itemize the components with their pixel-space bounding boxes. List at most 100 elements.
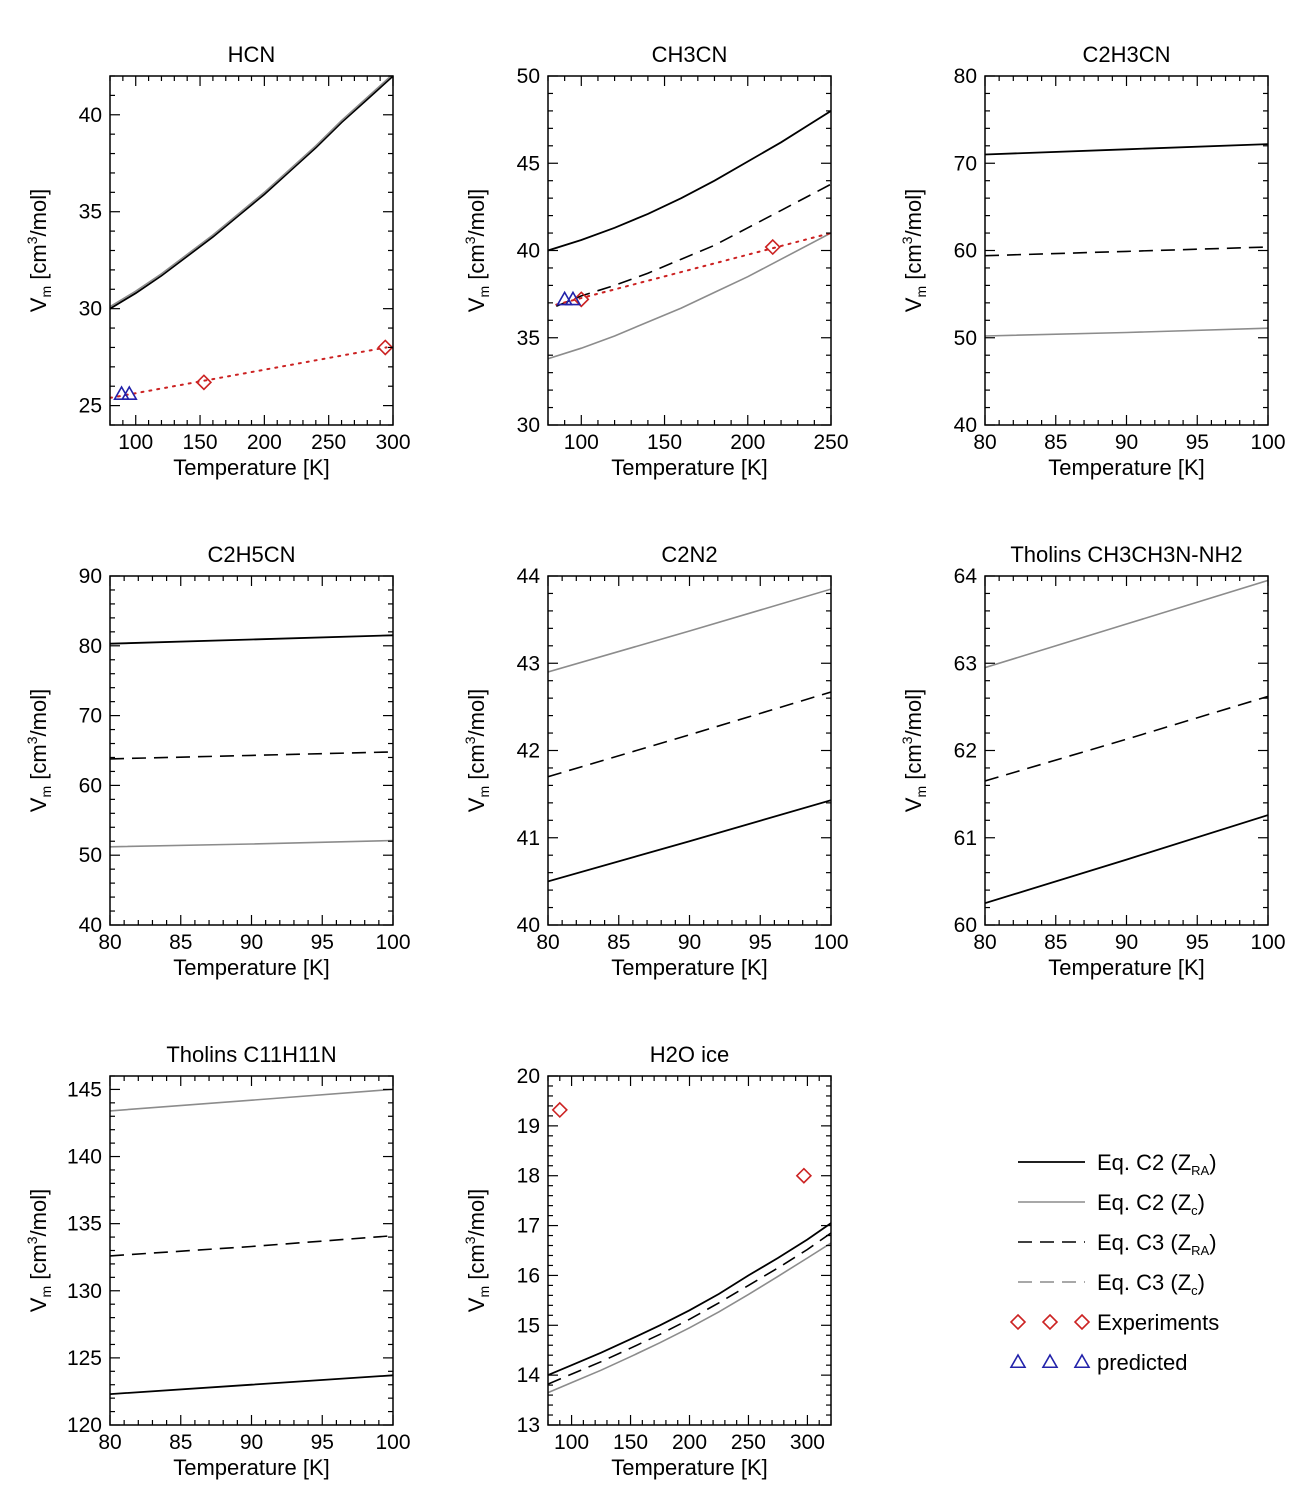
- panel-c2h3cn: C2H3CN 80 85 90 95 100 40 50 60 70 80 Temperature […: [899, 42, 1286, 480]
- x-tick-label: 90: [1115, 931, 1138, 954]
- plot-area: [110, 76, 393, 399]
- series-line-eq-c2-zra: [548, 1222, 831, 1376]
- x-axis-label: Temperature [K]: [611, 955, 768, 980]
- y-tick-label: 44: [517, 565, 541, 588]
- legend-diamond-marker: [1073, 1313, 1091, 1331]
- x-tick-label: 200: [672, 1431, 707, 1454]
- y-tick-label: 90: [79, 565, 102, 588]
- y-tick-label: 60: [954, 240, 977, 263]
- y-axis-label-part: /mol]: [26, 1189, 51, 1237]
- y-tick-label: 18: [517, 1165, 540, 1188]
- plot-frame: [984, 75, 1269, 426]
- y-axis-label-part: [cm: [26, 1244, 51, 1286]
- y-axis-label-part: [cm: [464, 244, 489, 286]
- x-tick-label: 100: [118, 431, 153, 454]
- legend-label: Eq. C3 (ZRA): [1097, 1230, 1217, 1258]
- y-axis-label-part: [cm: [901, 744, 926, 786]
- y-axis-label-part: m: [913, 286, 929, 298]
- y-tick-label: 40: [79, 914, 102, 937]
- legend-label: Eq. C2 (Zc): [1097, 1190, 1205, 1218]
- y-tick-label: 125: [67, 1347, 102, 1370]
- x-axis-label: Temperature [K]: [611, 455, 768, 480]
- legend-label: Eq. C3 (Zc): [1097, 1270, 1205, 1298]
- experiment-point: [795, 1167, 813, 1184]
- x-tick-label: 90: [240, 931, 263, 954]
- y-axis-label-part: [cm: [464, 1244, 489, 1286]
- chart-title: H2O ice: [650, 1042, 729, 1067]
- series-line-eq-c2-zra: [548, 799, 831, 883]
- x-tick-label: 95: [749, 931, 772, 954]
- y-tick-label: 40: [954, 414, 977, 437]
- y-tick-label: 120: [67, 1414, 102, 1437]
- y-tick-label: 60: [954, 914, 977, 937]
- series-line-eq-c2-zra: [548, 110, 831, 252]
- plot-area: [548, 1222, 831, 1394]
- series-line-eq-c2-zc: [985, 579, 1268, 669]
- y-tick-label: 50: [79, 844, 102, 867]
- y-axis-label-part: 3: [462, 736, 478, 744]
- y-axis-label-part: [cm: [26, 744, 51, 786]
- chart-title: HCN: [228, 42, 276, 67]
- y-tick-label: 41: [517, 827, 540, 850]
- y-axis-label-part: 3: [462, 1236, 478, 1244]
- legend-item-eq-c3-zc: Eq. C3 (Zc): [1018, 1270, 1205, 1298]
- y-axis-label-part: m: [476, 786, 492, 798]
- series-line-eq-c2-zc: [110, 1088, 393, 1112]
- x-tick-label: 85: [607, 931, 630, 954]
- x-axis-label: Temperature [K]: [1048, 455, 1205, 480]
- series-line-eq-c2-zc: [548, 1242, 831, 1394]
- series-line-eq-c2-zra: [985, 143, 1268, 156]
- chart-title: Tholins C11H11N: [166, 1042, 336, 1067]
- y-axis-label-part: /mol]: [464, 1189, 489, 1237]
- legend-diamond-marker: [1009, 1313, 1027, 1331]
- y-axis-label-part: m: [913, 786, 929, 798]
- legend-label: predicted: [1097, 1350, 1188, 1375]
- x-tick-label: 80: [536, 931, 559, 954]
- x-tick-label: 300: [375, 431, 410, 454]
- series-line-eq-c2-zra: [985, 814, 1268, 905]
- y-axis-label-part: V: [901, 297, 926, 312]
- y-tick-label: 25: [79, 395, 102, 418]
- panel-tholins-c11h11n: Tholins C11H11N 80 85 90 95 100 120 125 130 135 14…: [24, 1042, 411, 1480]
- series-line-eq-c2-zc: [985, 327, 1268, 337]
- plot-frame: [547, 575, 832, 926]
- y-tick-label: 40: [517, 240, 540, 263]
- legend-item-eq-c2-zra: Eq. C2 (ZRA): [1018, 1150, 1217, 1178]
- chart-title: C2N2: [661, 542, 717, 567]
- y-axis-label-part: V: [26, 297, 51, 312]
- series-line-eq-c2-zc: [110, 76, 393, 308]
- legend-triangle-marker: [1073, 1353, 1091, 1369]
- legend-triangle-marker: [1009, 1353, 1027, 1369]
- y-tick-label: 50: [517, 65, 540, 88]
- y-tick-label: 50: [954, 327, 977, 350]
- y-axis-label-part: /mol]: [26, 689, 51, 737]
- plot-frame: [547, 75, 832, 426]
- x-tick-label: 100: [813, 931, 848, 954]
- y-axis-label-part: [cm: [464, 744, 489, 786]
- x-tick-label: 80: [973, 931, 996, 954]
- chart-title: C2H5CN: [207, 542, 295, 567]
- x-axis-label: Temperature [K]: [173, 455, 330, 480]
- y-tick-label: 62: [954, 740, 977, 763]
- y-tick-label: 35: [517, 327, 540, 350]
- y-axis-label-part: 3: [24, 236, 40, 244]
- y-tick-label: 140: [67, 1146, 102, 1169]
- y-axis-label: Vm [cm3/mol]: [24, 689, 54, 812]
- plot-area: [985, 579, 1268, 905]
- y-tick-label: 80: [954, 65, 977, 88]
- plot-area: [548, 588, 831, 883]
- y-axis-label-part: /mol]: [901, 189, 926, 237]
- experiment-point: [377, 339, 394, 356]
- x-tick-label: 100: [375, 1431, 410, 1454]
- x-tick-label: 300: [790, 1431, 825, 1454]
- series-line-eq-c2-zc: [548, 588, 831, 673]
- x-tick-label: 250: [813, 431, 848, 454]
- x-tick-label: 95: [1186, 931, 1209, 954]
- plot-area: [548, 110, 831, 360]
- series-line-eq-c3-zra: [985, 695, 1268, 782]
- y-axis-label-part: m: [38, 786, 54, 798]
- y-axis-label-part: /mol]: [26, 189, 51, 237]
- legend-item-predicted: predicted: [1009, 1350, 1188, 1375]
- plot-area: [110, 634, 393, 848]
